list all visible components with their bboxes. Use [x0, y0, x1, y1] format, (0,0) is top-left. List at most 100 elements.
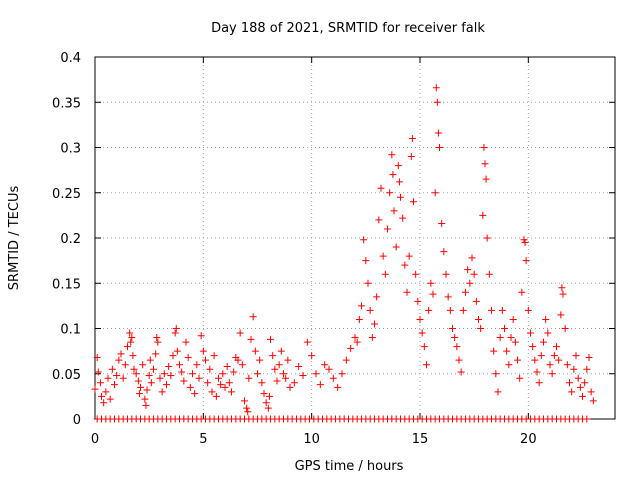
data-point — [418, 329, 426, 337]
data-point — [379, 252, 387, 260]
data-point — [399, 214, 407, 222]
data-point — [507, 334, 515, 342]
data-point — [156, 374, 164, 382]
data-point — [269, 352, 277, 360]
data-point — [98, 392, 105, 400]
data-point — [153, 334, 161, 342]
data-point — [208, 388, 216, 396]
y-tick-label: 0.4 — [60, 51, 81, 66]
data-point — [154, 338, 162, 346]
data-point — [286, 383, 294, 391]
data-point — [113, 372, 121, 380]
data-point — [180, 377, 188, 385]
y-tick-label: 0.05 — [52, 368, 81, 383]
data-point — [505, 361, 513, 369]
data-point — [433, 98, 441, 106]
data-point — [193, 361, 201, 369]
data-point — [163, 381, 170, 389]
data-point — [243, 404, 251, 412]
data-point — [436, 144, 443, 151]
data-point — [258, 379, 266, 387]
x-tick-label: 10 — [303, 432, 320, 447]
data-point — [355, 315, 363, 323]
data-point — [583, 415, 591, 423]
data-point — [184, 353, 192, 361]
data-point — [464, 266, 472, 274]
data-point — [228, 388, 235, 396]
data-point — [206, 365, 214, 373]
data-point — [587, 388, 595, 396]
data-point — [481, 160, 489, 168]
data-point — [427, 279, 435, 287]
y-tick-label: 0.3 — [60, 142, 81, 157]
axis-ticks: 0 0.05 0.1 0.15 0.2 0.25 0.3 0.35 0.4 0 5 10 15 20 — [52, 51, 615, 447]
data-point — [434, 129, 442, 137]
data-point — [236, 329, 244, 337]
data-point — [249, 313, 257, 321]
data-point — [494, 388, 502, 396]
data-point — [134, 377, 142, 385]
data-point — [221, 383, 229, 391]
data-point — [176, 361, 183, 369]
data-point — [553, 343, 560, 351]
data-point — [104, 374, 112, 382]
data-point — [129, 352, 137, 360]
data-point — [446, 306, 454, 314]
data-point — [457, 368, 465, 376]
data-point — [392, 243, 400, 251]
data-point — [142, 401, 150, 409]
data-point — [199, 347, 207, 355]
data-point — [204, 379, 212, 387]
data-point — [158, 388, 166, 396]
data-point — [215, 374, 222, 382]
data-point — [202, 356, 209, 364]
data-point — [574, 374, 582, 382]
data-point — [550, 352, 558, 360]
data-point — [485, 270, 493, 278]
data-point — [563, 361, 571, 369]
data-point — [139, 361, 147, 369]
data-point — [589, 397, 597, 405]
data-point — [451, 334, 459, 342]
data-point — [483, 234, 491, 242]
data-point — [490, 347, 498, 355]
data-point — [558, 284, 566, 292]
data-point — [440, 248, 448, 256]
data-point — [384, 225, 391, 233]
y-tick-label: 0.35 — [52, 96, 81, 111]
data-point — [126, 329, 134, 337]
data-point — [245, 374, 253, 382]
data-point — [284, 356, 292, 364]
data-point — [282, 374, 290, 382]
data-point — [128, 334, 136, 342]
data-point — [535, 379, 543, 387]
data-point — [479, 211, 487, 219]
data-point — [225, 379, 233, 387]
data-point — [561, 325, 569, 332]
data-point — [275, 361, 283, 369]
y-tick-label: 0.2 — [60, 232, 81, 247]
data-point — [191, 390, 199, 398]
data-point — [432, 84, 440, 92]
data-point — [223, 363, 231, 371]
data-point — [146, 356, 154, 364]
x-tick-label: 20 — [520, 432, 537, 447]
data-point — [405, 252, 413, 260]
y-tick-label: 0.15 — [52, 277, 81, 292]
data-point — [423, 361, 430, 369]
data-point — [453, 343, 461, 351]
data-point — [262, 399, 270, 407]
data-point — [308, 352, 316, 360]
data-point — [462, 288, 469, 296]
data-point — [169, 352, 177, 360]
data-point — [389, 171, 397, 179]
data-point — [280, 370, 287, 378]
data-point — [407, 153, 415, 161]
data-point — [475, 315, 482, 323]
data-point — [165, 363, 173, 371]
data-point — [189, 370, 196, 378]
y-tick-label: 0.25 — [52, 187, 81, 202]
data-point — [408, 134, 416, 142]
data-point — [390, 207, 398, 215]
data-point — [431, 189, 439, 197]
